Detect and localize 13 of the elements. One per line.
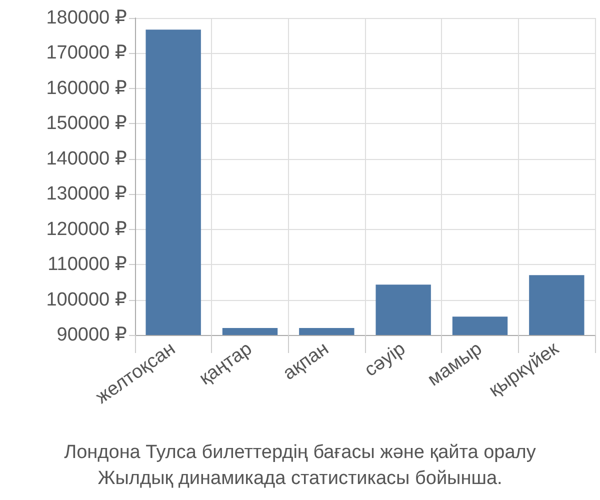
y-tick-label: 180000 ₽ <box>46 8 127 28</box>
y-tick-label: 120000 ₽ <box>46 218 127 240</box>
y-tick-label: 170000 ₽ <box>46 42 127 64</box>
y-tick-label: 110000 ₽ <box>48 254 127 276</box>
text: Лондона Тулса билеттердің бағасы және қайта оралу <box>64 442 536 463</box>
y-tick-label: 130000 ₽ <box>46 184 127 205</box>
y-tick-label: 160000 ₽ <box>46 78 127 99</box>
y-tick-label: 140000 ₽ <box>46 148 127 170</box>
y-tick-label: 90000 ₽ <box>56 324 127 346</box>
x-tick-label: сәуір <box>360 338 410 382</box>
y-tick-label: 100000 ₽ <box>46 289 127 310</box>
y-tick-label: 150000 ₽ <box>46 113 127 134</box>
text: Жылдық динамикада статистикасы бойынша. <box>98 468 502 489</box>
